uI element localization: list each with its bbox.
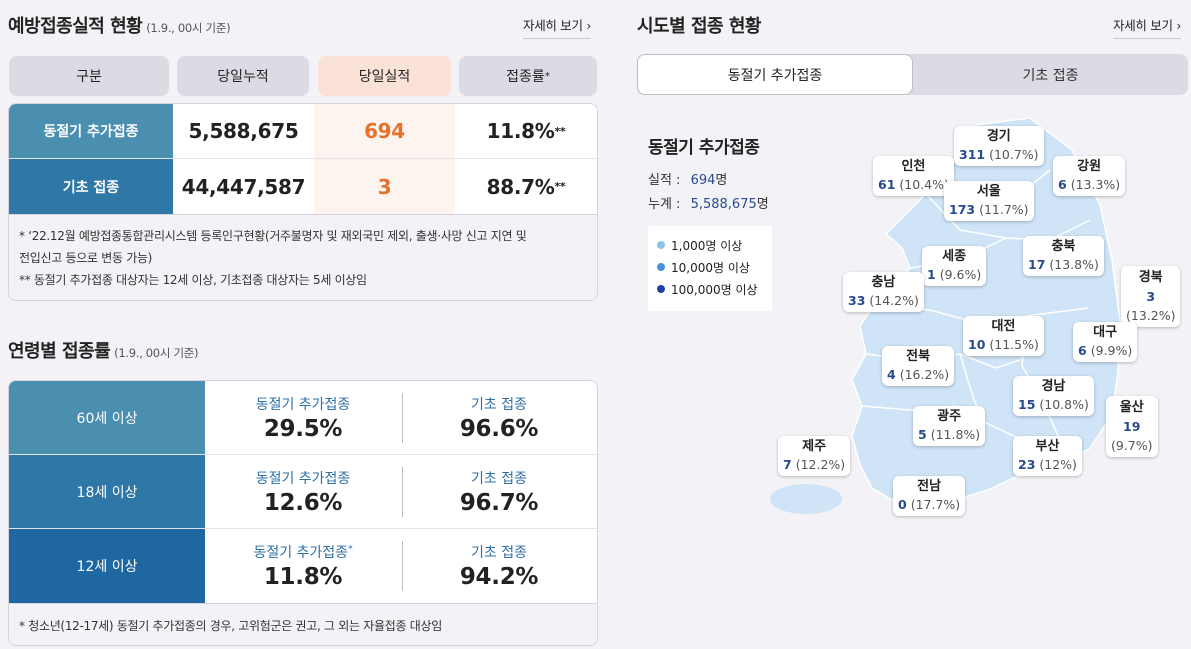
daily-summary: 실적 : 694명: [648, 173, 728, 188]
region-label-gyeongnam[interactable]: 경남 15 (10.8%): [1013, 376, 1094, 416]
age-rate-basis: (1.9., 00시 기준): [114, 346, 199, 360]
regional-status-more-link[interactable]: 자세히 보기 ›: [1113, 15, 1181, 39]
primary-rate-cell: 기초 접종 96.7%: [459, 470, 539, 516]
region-label-chungnam[interactable]: 충남 33 (14.2%): [843, 272, 924, 312]
total-summary: 누계 : 5,588,675명: [648, 197, 769, 212]
region-label-jeonnam[interactable]: 전남 0 (17.7%): [893, 476, 966, 516]
header-rate: 접종률 *: [459, 56, 597, 96]
divider: [402, 467, 403, 517]
table-row: 60세 이상 동절기 추가접종 29.5% 기초 접종 96.6%: [9, 381, 597, 455]
table-row: 12세 이상 동절기 추가접종* 11.8% 기초 접종 94.2%: [9, 529, 597, 603]
divider: [402, 541, 403, 591]
table-row: 18세 이상 동절기 추가접종 12.6% 기초 접종 96.7%: [9, 455, 597, 529]
header-cumulative: 당일누적: [177, 56, 309, 96]
region-label-gwangju[interactable]: 광주 5 (11.8%): [913, 406, 986, 446]
region-label-incheon[interactable]: 인천 61 (10.4%): [873, 156, 954, 196]
age-label: 18세 이상: [9, 455, 205, 528]
row-label: 기초 접종: [9, 159, 173, 214]
row-label: 동절기 추가접종: [9, 104, 173, 158]
legend-item: 10,000명 이상: [657, 256, 772, 278]
cumulative-value: 44,447,587: [181, 174, 306, 199]
note-line: * 청소년(12-17세) 동절기 추가접종의 경우, 고위험군은 권고, 그 …: [19, 619, 442, 633]
region-label-gangwon[interactable]: 강원 6 (13.3%): [1053, 156, 1126, 196]
note-line: 전입신고 등으로 변동 가능): [19, 251, 153, 265]
map-info-title: 동절기 추가접종: [648, 138, 760, 158]
vaccination-status-basis: (1.9., 00시 기준): [146, 21, 231, 35]
region-label-gyeongbuk[interactable]: 경북 3 (13.2%): [1121, 266, 1181, 327]
daily-value: 694: [314, 104, 455, 158]
region-label-ulsan[interactable]: 울산 19 (9.7%): [1106, 396, 1158, 457]
region-label-daejeon[interactable]: 대전 10 (11.5%): [963, 316, 1044, 356]
region-label-chungbuk[interactable]: 충북 17 (13.8%): [1023, 236, 1104, 276]
region-label-busan[interactable]: 부산 23 (12%): [1013, 436, 1082, 476]
legend-dot-icon: [657, 263, 665, 271]
legend-item: 100,000명 이상: [657, 278, 772, 300]
age-rate-table: 60세 이상 동절기 추가접종 29.5% 기초 접종 96.6% 18세 이상 동…: [8, 380, 598, 646]
legend-dot-icon: [657, 241, 665, 249]
rate-value: 11.8% **: [486, 119, 566, 143]
notes-area: * 청소년(12-17세) 동절기 추가접종의 경우, 고위험군은 권고, 그 …: [9, 603, 597, 645]
header-daily: 당일실적: [318, 56, 451, 96]
table-row: 동절기 추가접종 5,588,675 694 11.8% **: [9, 104, 597, 159]
age-label: 12세 이상: [9, 529, 205, 603]
divider: [402, 393, 403, 443]
region-label-daegu[interactable]: 대구 6 (9.9%): [1073, 322, 1138, 362]
region-label-gyeonggi[interactable]: 경기 311 (10.7%): [954, 126, 1044, 166]
region-label-jeju[interactable]: 제주 7 (12.2%): [778, 436, 851, 476]
vaccination-status-more-link[interactable]: 자세히 보기 ›: [523, 15, 591, 39]
vaccination-status-title: 예방접종실적 현황 (1.9., 00시 기준): [8, 16, 231, 37]
booster-rate-cell: 동절기 추가접종 12.6%: [255, 470, 351, 516]
legend-dot-icon: [657, 285, 665, 293]
rate-value: 88.7% **: [486, 174, 566, 199]
cumulative-value: 5,588,675: [188, 119, 299, 143]
booster-rate-cell: 동절기 추가접종* 11.8%: [253, 544, 353, 590]
booster-rate-cell: 동절기 추가접종 29.5%: [255, 396, 351, 442]
region-label-sejong[interactable]: 세종 1 (9.6%): [922, 246, 987, 286]
daily-value: 3: [314, 159, 455, 214]
age-label: 60세 이상: [9, 381, 205, 454]
table-row: 기초 접종 44,447,587 3 88.7% **: [9, 159, 597, 214]
legend-item: 1,000명 이상: [657, 234, 772, 256]
region-label-seoul[interactable]: 서울 173 (11.7%): [944, 181, 1034, 221]
note-line: * ‘22.12월 예방접종통합관리시스템 등록인구현황(거주불명자 및 재외국…: [19, 229, 527, 243]
tab-primary[interactable]: 기초 접종: [1022, 67, 1079, 84]
notes-area: * ‘22.12월 예방접종통합관리시스템 등록인구현황(거주불명자 및 재외국…: [9, 214, 597, 300]
regional-status-title: 시도별 접종 현황: [637, 16, 761, 37]
age-rate-title: 연령별 접종률 (1.9., 00시 기준): [8, 341, 199, 362]
note-line: ** 동절기 추가접종 대상자는 12세 이상, 기초접종 대상자는 5세 이상…: [19, 273, 367, 287]
regional-tabs: 동절기 추가접종 기초 접종: [637, 54, 1188, 95]
region-label-jeonbuk[interactable]: 전북 4 (16.2%): [882, 346, 955, 386]
map-legend: 1,000명 이상 10,000명 이상 100,000명 이상: [648, 226, 772, 311]
vaccination-status-table: 동절기 추가접종 5,588,675 694 11.8% ** 기초 접종 44,…: [8, 103, 598, 301]
tab-booster[interactable]: 동절기 추가접종: [637, 54, 913, 95]
primary-rate-cell: 기초 접종 94.2%: [459, 545, 539, 590]
primary-rate-cell: 기초 접종 96.6%: [459, 396, 539, 442]
header-category: 구분: [9, 56, 169, 96]
